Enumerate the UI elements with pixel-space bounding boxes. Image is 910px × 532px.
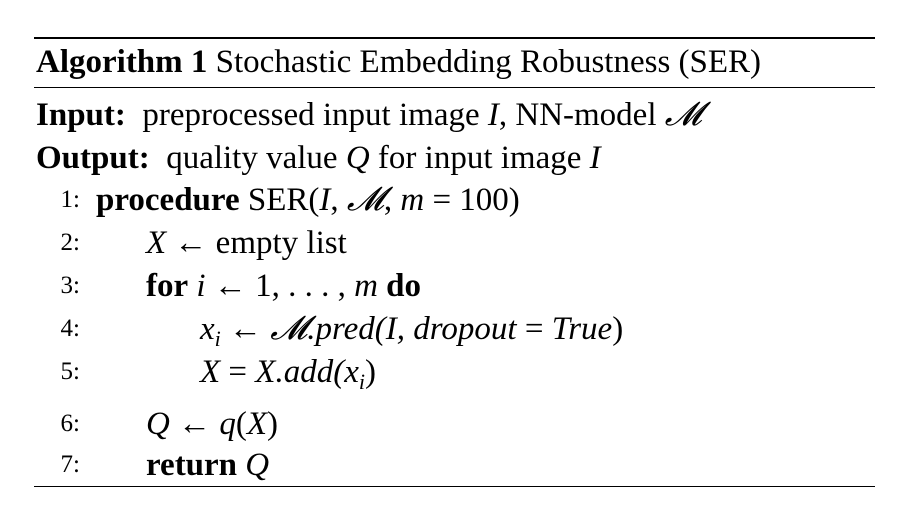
value-true: True — [551, 311, 613, 347]
var-q: Q — [245, 447, 270, 483]
var-x: X — [146, 225, 167, 261]
top-rule — [34, 37, 875, 39]
algorithm-caption: Algorithm 1 Stochastic Embedding Robustn… — [36, 40, 761, 84]
equals: = — [516, 311, 552, 347]
var-image: I — [385, 311, 397, 347]
output-var-q: Q — [345, 140, 370, 176]
range-expr: ← 1, . . . , — [205, 268, 355, 304]
var-m: m — [354, 268, 378, 304]
var-x: X — [246, 406, 268, 442]
line-body: Q ← q(X) — [146, 404, 278, 444]
var-q: Q — [146, 406, 170, 442]
line-number: 7: — [60, 451, 80, 478]
param-image: I — [319, 182, 331, 218]
input-var-model: 𝓜 — [664, 97, 702, 133]
func-q: q — [219, 406, 236, 442]
input-line: Input: preprocessed input image I, NN-mo… — [36, 94, 702, 136]
subscript-i: i — [214, 326, 221, 351]
model-symbol: 𝓜 — [270, 311, 308, 347]
arg-dropout: , dropout — [396, 311, 517, 347]
line-number: 4: — [60, 315, 80, 342]
line-number: 3: — [60, 272, 80, 299]
param-default: = 100) — [424, 182, 520, 218]
close-paren: ) — [612, 311, 624, 347]
close-paren: ) — [364, 354, 376, 390]
output-text-b: for input image — [377, 140, 582, 176]
output-label: Output: — [36, 140, 150, 176]
var-x: x — [200, 311, 215, 347]
keyword-procedure: procedure — [96, 182, 240, 218]
param-model: 𝓜 — [346, 182, 384, 218]
input-var-image: I — [487, 97, 499, 133]
input-label: Input: — [36, 97, 126, 133]
assign-empty-list: ← empty list — [166, 225, 347, 261]
line-body: xi ← 𝓜.pred(I, dropout = True) — [200, 309, 623, 352]
input-text-a: preprocessed input image — [142, 97, 480, 133]
bottom-rule — [34, 486, 875, 487]
var-i: i — [196, 268, 206, 304]
method-pred: .pred( — [307, 311, 386, 347]
line-body: for i ← 1, . . . , m do — [146, 266, 421, 306]
line-body: return Q — [146, 445, 269, 485]
call-add: X.add(x — [255, 354, 359, 390]
algorithm-title: Stochastic Embedding Robustness (SER) — [215, 44, 762, 80]
input-text-b: , NN-model — [498, 97, 657, 133]
var-x: X — [200, 354, 221, 390]
arrow: ← — [220, 311, 271, 347]
subscript-i: i — [358, 369, 365, 394]
keyword-do: do — [386, 268, 422, 304]
close-paren: ) — [267, 406, 279, 442]
line-number: 5: — [60, 358, 80, 385]
param-m: m — [400, 182, 425, 218]
caption-rule — [34, 87, 875, 88]
output-var-image: I — [589, 140, 601, 176]
comma: , — [383, 182, 401, 218]
line-body: procedure SER(I, 𝓜, m = 100) — [96, 180, 520, 220]
keyword-return: return — [146, 447, 238, 483]
line-body: X ← empty list — [146, 223, 347, 263]
comma: , — [330, 182, 347, 218]
line-number: 6: — [60, 410, 80, 437]
algorithm-label: Algorithm 1 — [36, 44, 208, 80]
line-number: 2: — [60, 229, 80, 256]
procedure-name: SER( — [247, 182, 320, 218]
output-line: Output: quality value Q for input image … — [36, 137, 601, 179]
keyword-for: for — [146, 268, 189, 304]
output-text-a: quality value — [166, 140, 338, 176]
arrow: ← — [169, 406, 220, 442]
line-number: 1: — [60, 186, 80, 213]
open-paren: ( — [235, 406, 247, 442]
line-body: X = X.add(xi) — [200, 352, 376, 395]
equals: = — [220, 354, 256, 390]
